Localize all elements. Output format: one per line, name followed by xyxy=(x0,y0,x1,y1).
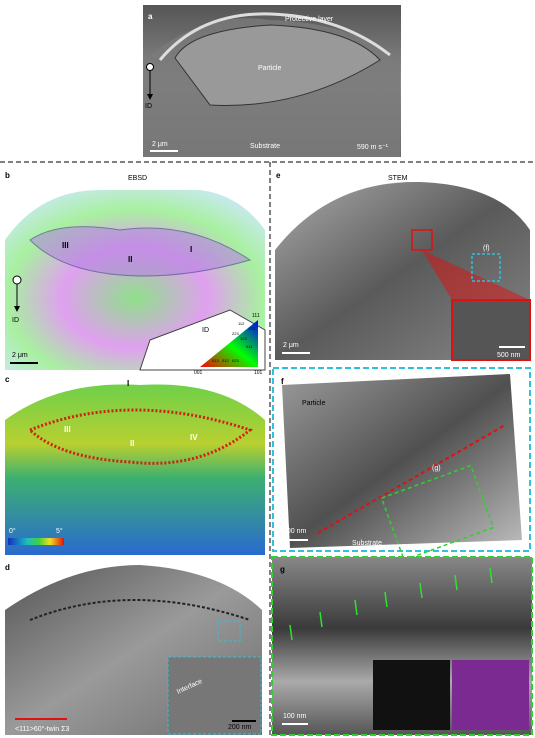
ipf-label: 013 xyxy=(212,358,219,363)
grain-label: I xyxy=(190,245,192,254)
scale-bar: 100 nm xyxy=(283,713,307,720)
annotation: ID xyxy=(12,317,19,324)
annotation: ID xyxy=(145,103,152,110)
panel-c: c I II III IV 0° 5° xyxy=(5,375,265,555)
panel-d: d Interface 200 nm <111>60°-twin Σ3 xyxy=(5,563,262,735)
annotation: Substrate xyxy=(250,143,280,150)
panel-b: b EBSD III II I ID 2 μm ID 111 001 101 1… xyxy=(5,171,266,376)
scale-bar: 200 nm xyxy=(228,724,252,731)
annotation: 590 m s⁻¹ xyxy=(357,144,389,151)
ipf-label: ID xyxy=(202,327,209,334)
ipf-label: 011 xyxy=(246,344,253,349)
panel-label: g xyxy=(280,565,285,574)
ipf-label: 023 xyxy=(232,358,239,363)
panel-g: g 100 nm xyxy=(271,556,533,736)
grain-label: I xyxy=(127,379,129,388)
annotation: Particle xyxy=(258,65,281,72)
grain-label: IV xyxy=(190,433,198,442)
annotation: (f) xyxy=(483,245,490,252)
scale-bar: 500 nm xyxy=(283,528,307,535)
panel-label: f xyxy=(281,377,284,386)
annotation: Protective layer xyxy=(285,16,334,23)
panel-title: STEM xyxy=(388,175,408,182)
panel-e: e STEM (f) 2 μm 500 nm xyxy=(275,171,531,361)
colorbar-label: 5° xyxy=(56,527,63,535)
ipf-label: 101 xyxy=(254,370,263,376)
panel-label: b xyxy=(5,171,10,180)
grain-label: III xyxy=(62,241,69,250)
grain-label: III xyxy=(64,425,71,434)
panel-label: e xyxy=(276,171,281,180)
panel-f: f Particle (g) Substrate 500 nm xyxy=(272,367,531,562)
scale-bar: 2 μm xyxy=(283,342,299,349)
scale-bar: 2 μm xyxy=(152,141,168,148)
annotation: Substrate xyxy=(352,540,382,547)
ipf-label: 001 xyxy=(194,370,203,376)
panel-label: c xyxy=(5,375,10,384)
panel-title: EBSD xyxy=(128,175,147,182)
annotation: (g) xyxy=(432,465,441,472)
annotation: Particle xyxy=(302,400,325,407)
ipf-label: 012 xyxy=(222,358,229,363)
legend: <111>60°-twin Σ3 xyxy=(15,725,69,733)
ipf-label: 223 xyxy=(232,331,239,336)
panel-label: a xyxy=(148,12,153,21)
grain-label: II xyxy=(128,255,132,264)
scale-bar: 500 nm xyxy=(497,352,521,359)
grain-label: II xyxy=(130,439,134,448)
ipf-label: 123 xyxy=(240,336,247,341)
panel-label: d xyxy=(5,563,10,572)
colorbar-label: 0° xyxy=(9,527,16,535)
ipf-label: 111 xyxy=(252,313,260,319)
ipf-label: 112 xyxy=(238,321,245,326)
scale-bar: 2 μm xyxy=(12,352,28,359)
panel-a: a Protective layer Particle ID Substrate… xyxy=(143,5,401,157)
ipf-label: 133 xyxy=(248,326,255,331)
